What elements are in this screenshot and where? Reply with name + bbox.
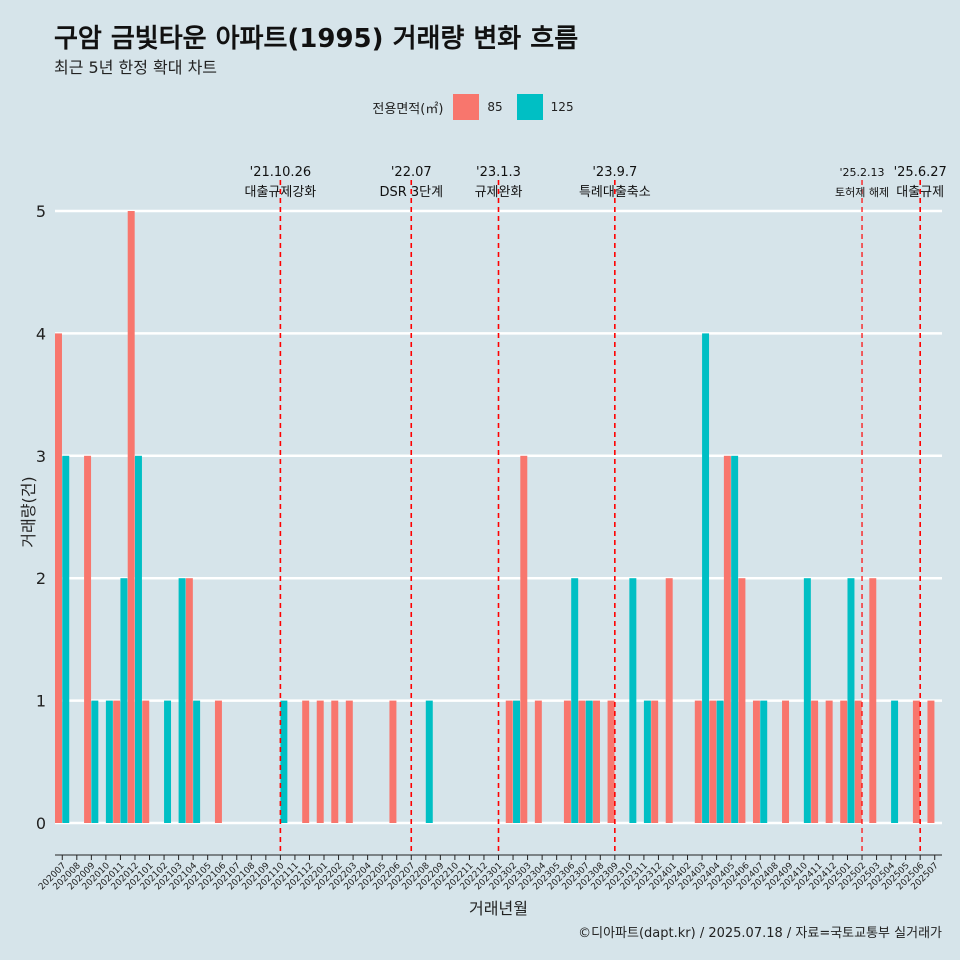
bar-85-202406 (738, 578, 746, 823)
event-label: 규제완화 (475, 185, 523, 200)
bar-125-202407 (760, 700, 768, 823)
bar-125-202102 (164, 700, 172, 823)
bar-85-202101 (142, 700, 150, 823)
bar-125-202110 (280, 700, 288, 823)
bar-85-202104 (185, 578, 193, 823)
event-date: '25.6.27 (894, 165, 947, 180)
bar-85-202303 (520, 455, 528, 823)
bar-85-202502 (854, 700, 862, 823)
x-axis-title: 거래년월 (469, 899, 528, 918)
bar-125-202302 (513, 700, 521, 823)
bar-85-202009 (84, 455, 92, 823)
bar-85-202011 (113, 700, 121, 823)
bar-125-202011 (120, 578, 128, 823)
bar-125-202009 (91, 700, 99, 823)
bar-125-202404 (716, 700, 724, 823)
bar-85-202312 (651, 700, 659, 823)
bar-85-202012 (127, 211, 135, 823)
bar-85-202206 (389, 700, 397, 823)
bar-125-202311 (643, 700, 651, 823)
bar-125-202501 (847, 578, 855, 823)
source-caption: ©디아파트(dapt.kr) / 2025.07.18 / 자료=국토교통부 실… (578, 926, 942, 941)
bar-85-202403 (694, 700, 702, 823)
bar-125-202007 (62, 455, 70, 823)
event-label: DSR 3단계 (379, 185, 443, 200)
bar-125-202208 (425, 700, 433, 823)
event-label: 대출규제 (896, 185, 944, 200)
event-label: 특례대출축소 (579, 185, 651, 200)
bar-85-202306 (563, 700, 571, 823)
bar-125-202104 (193, 700, 201, 823)
y-tick-label: 4 (36, 324, 46, 343)
bar-125-202010 (105, 700, 113, 823)
legend: 전용면적(㎡) 85 125 (0, 94, 960, 120)
bar-85-202304 (534, 700, 542, 823)
bar-85-202506 (912, 700, 920, 823)
bar-85-202507 (927, 700, 935, 823)
bar-85-202412 (825, 700, 833, 823)
y-tick-label: 2 (36, 569, 46, 588)
event-date: '21.10.26 (250, 165, 311, 180)
bar-85-202411 (811, 700, 819, 823)
event-date: '23.1.3 (476, 165, 521, 180)
bar-85-202503 (869, 578, 877, 823)
bar-125-202403 (702, 333, 710, 823)
y-tick-label: 0 (36, 814, 46, 833)
event-label: 대출규제강화 (245, 185, 317, 200)
event-date: '25.2.13 (840, 166, 885, 179)
bar-125-202307 (585, 700, 593, 823)
y-tick-label: 1 (36, 692, 46, 711)
bar-125-202410 (803, 578, 811, 823)
y-axis-title: 거래량(건) (19, 476, 38, 547)
bar-85-202309 (607, 700, 615, 823)
bar-125-202310 (629, 578, 637, 823)
event-date: '22.07 (391, 165, 432, 180)
bar-85-202201 (316, 700, 324, 823)
legend-label-125: 125 (550, 100, 574, 114)
legend-swatch-125 (516, 94, 543, 120)
bar-85-202203 (345, 700, 353, 823)
chart-title: 구암 금빛타운 아파트(1995) 거래량 변화 흐름 (54, 24, 579, 54)
bar-85-202308 (593, 700, 600, 823)
bar-85-202409 (782, 700, 790, 823)
legend-swatch-85 (453, 94, 480, 120)
bar-85-202202 (331, 700, 339, 823)
event-label: 토허제 해제 (835, 185, 889, 199)
bar-85-202112 (302, 700, 310, 823)
bar-85-202501 (840, 700, 848, 823)
bar-85-202106 (214, 700, 222, 823)
bar-125-202504 (891, 700, 899, 823)
bar-125-202103 (178, 578, 186, 823)
bar-85-202404 (709, 700, 717, 823)
bar-85-202302 (505, 700, 513, 823)
y-tick-label: 3 (36, 447, 46, 466)
y-tick-label: 5 (36, 202, 46, 221)
bar-125-202012 (134, 455, 142, 823)
bar-85-202407 (752, 700, 760, 823)
bar-85-202401 (665, 578, 673, 823)
event-date: '23.9.7 (592, 165, 637, 180)
chart-subtitle: 최근 5년 한정 확대 차트 (54, 58, 218, 77)
bar-85-202007 (55, 333, 62, 823)
legend-title: 전용면적(㎡) (372, 101, 444, 117)
legend-label-85: 85 (487, 100, 503, 114)
bar-125-202306 (571, 578, 579, 823)
bar-85-202307 (578, 700, 586, 823)
bar-125-202405 (731, 455, 739, 823)
bar-85-202405 (723, 455, 731, 823)
